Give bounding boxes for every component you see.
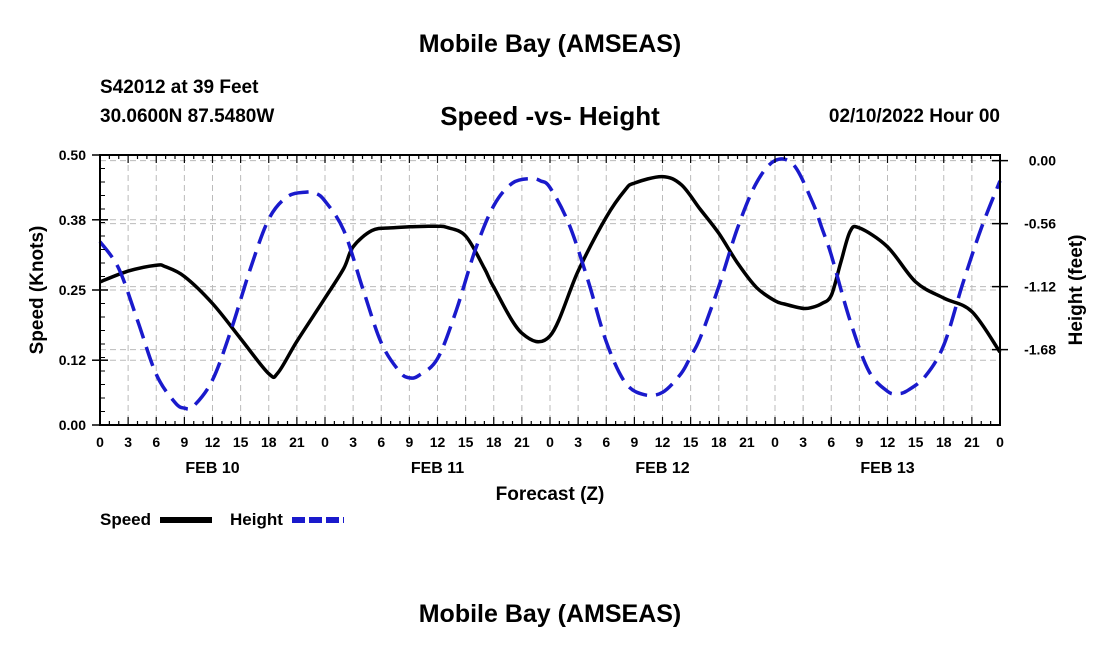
y2-tick-label: 0.00 bbox=[1029, 153, 1056, 169]
x-tick-label: 12 bbox=[880, 434, 896, 450]
x-tick-label: 21 bbox=[514, 434, 530, 450]
x-tick-label: 0 bbox=[546, 434, 554, 450]
station-label: S42012 at 39 Feet bbox=[100, 77, 259, 98]
day-label: FEB 10 bbox=[185, 460, 239, 477]
y-tick-label: 0.12 bbox=[59, 352, 86, 368]
axes: 0 3 6 9 12 15 18 21 0 3 6 9 12 15 18 21 0 3 6 9 12 15 18 21 0 3 6 9… bbox=[59, 147, 1056, 477]
x-tick-label: 3 bbox=[124, 434, 132, 450]
series-layer bbox=[98, 157, 1002, 411]
legend: Speed Height bbox=[100, 510, 344, 529]
x-tick-label: 12 bbox=[655, 434, 671, 450]
x-tick-label: 21 bbox=[739, 434, 755, 450]
y-tick-label: 0.50 bbox=[59, 147, 86, 163]
y2-tick-label: -0.56 bbox=[1024, 216, 1056, 232]
legend-speed-label: Speed bbox=[100, 510, 151, 529]
y-tick-label: 0.38 bbox=[59, 212, 86, 228]
legend-height-label: Height bbox=[230, 510, 283, 529]
x-tick-label: 6 bbox=[602, 434, 610, 450]
x-tick-label: 21 bbox=[289, 434, 305, 450]
chart-title: Speed -vs- Height bbox=[440, 101, 660, 131]
x-tick-label: 18 bbox=[711, 434, 727, 450]
x-tick-label: 15 bbox=[458, 434, 474, 450]
y-tick-label: 0.25 bbox=[59, 282, 86, 298]
x-tick-label: 15 bbox=[233, 434, 249, 450]
height-series-line bbox=[98, 157, 1002, 411]
x-tick-label: 3 bbox=[574, 434, 582, 450]
x-tick-label: 21 bbox=[964, 434, 980, 450]
y2-tick-label: -1.12 bbox=[1024, 279, 1056, 295]
y2-axis-title: Height (feet) bbox=[1066, 235, 1087, 346]
x-tick-label: 9 bbox=[405, 434, 413, 450]
x-tick-label: 0 bbox=[96, 434, 104, 450]
x-tick-label: 0 bbox=[996, 434, 1004, 450]
footer-title: Mobile Bay (AMSEAS) bbox=[418, 600, 682, 628]
x-tick-label: 9 bbox=[855, 434, 863, 450]
x-tick-label: 15 bbox=[908, 434, 924, 450]
coordinates-label: 30.0600N 87.5480W bbox=[100, 106, 275, 127]
y-tick-label: 0.00 bbox=[59, 417, 86, 433]
x-tick-label: 18 bbox=[486, 434, 502, 450]
y2-tick-label: -1.68 bbox=[1024, 342, 1056, 358]
x-tick-label: 6 bbox=[152, 434, 160, 450]
x-tick-label: 6 bbox=[377, 434, 385, 450]
x-tick-label: 6 bbox=[827, 434, 835, 450]
y-axis-title: Speed (Knots) bbox=[27, 226, 48, 355]
x-tick-label: 3 bbox=[799, 434, 807, 450]
x-tick-label: 9 bbox=[180, 434, 188, 450]
x-tick-label: 12 bbox=[430, 434, 446, 450]
day-label: FEB 12 bbox=[635, 460, 689, 477]
x-tick-label: 15 bbox=[683, 434, 699, 450]
x-tick-label: 18 bbox=[936, 434, 952, 450]
page-title: Mobile Bay (AMSEAS) bbox=[418, 30, 682, 58]
x-tick-label: 12 bbox=[205, 434, 221, 450]
x-tick-label: 0 bbox=[771, 434, 779, 450]
x-axis-title: Forecast (Z) bbox=[496, 484, 605, 505]
x-tick-label: 9 bbox=[630, 434, 638, 450]
speed-series-line bbox=[99, 174, 1002, 380]
x-tick-label: 3 bbox=[349, 434, 357, 450]
forecast-datetime: 02/10/2022 Hour 00 bbox=[828, 106, 1000, 127]
day-label: FEB 11 bbox=[411, 460, 464, 477]
x-tick-label: 0 bbox=[321, 434, 329, 450]
x-tick-label: 18 bbox=[261, 434, 277, 450]
grid bbox=[100, 155, 1000, 425]
day-label: FEB 13 bbox=[860, 460, 914, 477]
